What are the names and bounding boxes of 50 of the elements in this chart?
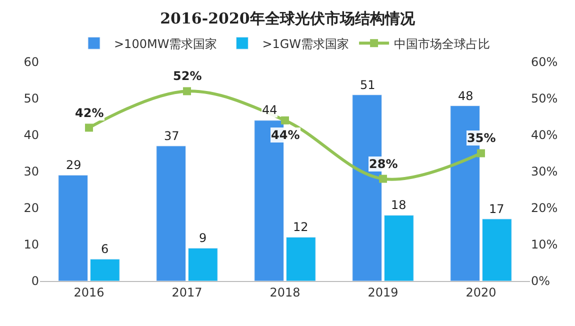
data-label: 52% <box>173 69 202 83</box>
y2-tick-label: 0% <box>531 274 550 288</box>
point <box>183 87 191 96</box>
y-tick-label: 30 <box>24 164 39 179</box>
y2-tick-label: 50% <box>531 92 558 106</box>
data-label: 44 <box>262 103 278 117</box>
bar <box>384 215 414 281</box>
x-tick-label: 2018 <box>270 285 300 300</box>
y-tick-label: 40 <box>24 128 39 142</box>
y-tick-label: 10 <box>24 238 39 252</box>
data-label: 42% <box>75 106 104 120</box>
data-label: 28% <box>369 157 398 171</box>
y-tick-label: 20 <box>24 201 39 216</box>
legend-label: 中国市场全球占比 <box>394 36 490 51</box>
point <box>477 149 485 158</box>
bar <box>286 236 316 281</box>
point <box>281 116 289 124</box>
data-label: 29 <box>66 158 82 172</box>
data-label: 6 <box>101 242 109 256</box>
data-label: 51 <box>360 78 376 92</box>
data-label: 9 <box>199 231 207 245</box>
bar <box>156 146 186 281</box>
x-tick-label: 2017 <box>172 285 202 300</box>
data-label: 37 <box>164 129 180 143</box>
point <box>379 174 387 183</box>
y-tick-label: 60 <box>24 55 39 70</box>
y2-tick-label: 10% <box>531 238 558 252</box>
y2-tick-label: 20% <box>531 201 558 216</box>
data-label: 17 <box>489 202 504 216</box>
data-label: 44% <box>271 128 300 142</box>
y2-tick-label: 60% <box>531 55 558 70</box>
legend-label: >100MW需求国家 <box>114 36 218 51</box>
bar <box>90 258 120 281</box>
x-tick-label: 2016 <box>74 285 104 300</box>
data-label: 35% <box>467 131 496 145</box>
chart-title: 2016-2020年全球光伏市场结构情况 <box>160 10 416 28</box>
x-tick-label: 2020 <box>466 285 496 300</box>
bar <box>188 248 218 281</box>
data-label: 12 <box>293 220 308 234</box>
point <box>85 124 93 132</box>
legend-label: >1GW需求国家 <box>262 36 350 51</box>
bar <box>482 218 512 281</box>
y2-tick-label: 40% <box>531 128 558 142</box>
x-tick-label: 2019 <box>368 285 398 300</box>
y-tick-label: 50 <box>24 92 39 106</box>
bar <box>58 174 88 281</box>
y2-tick-label: 30% <box>531 164 558 179</box>
data-label: 18 <box>391 198 406 212</box>
data-label: 48 <box>458 89 474 103</box>
y-tick-label: 0 <box>31 274 39 288</box>
